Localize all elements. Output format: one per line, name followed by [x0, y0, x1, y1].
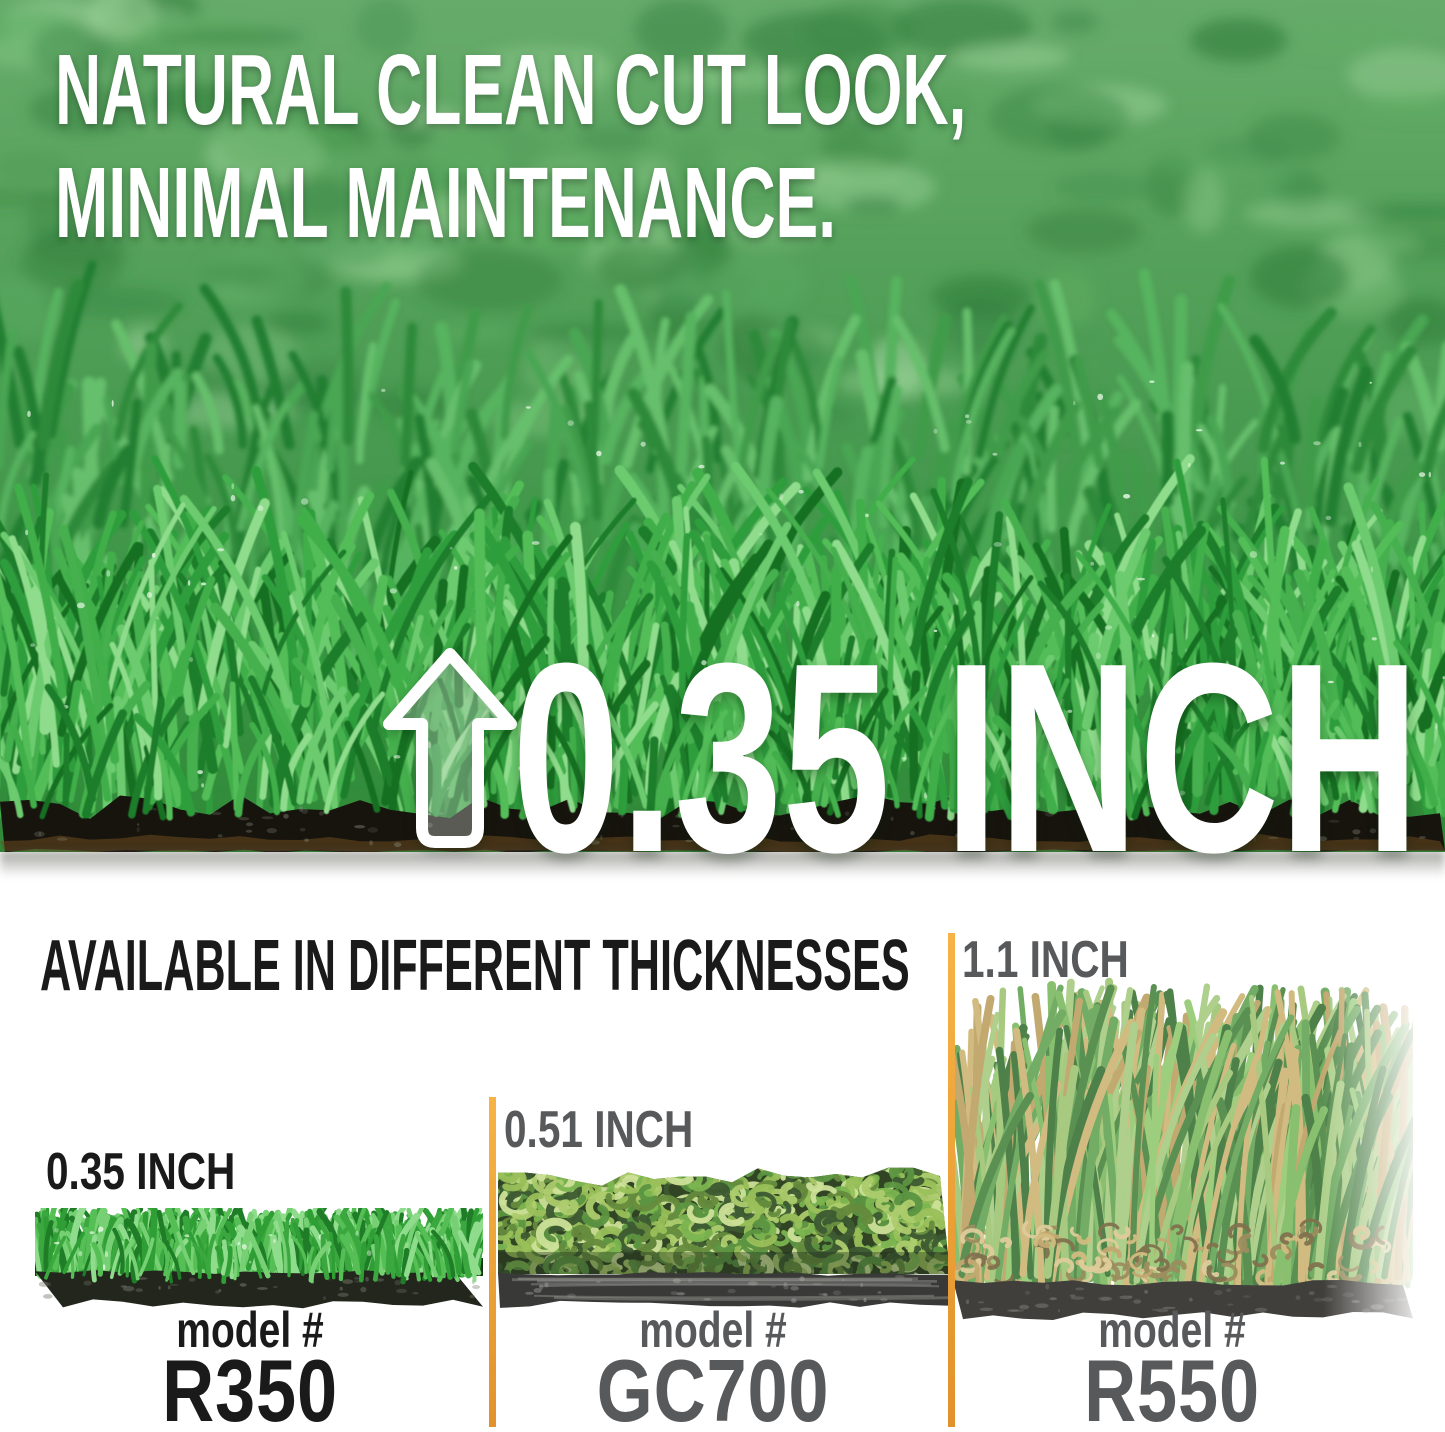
headline: NATURAL CLEAN CUT LOOK, MINIMAL MAINTENA… — [55, 34, 1445, 260]
thickness-label-r350: 0.35 INCH — [46, 1143, 236, 1201]
turf-swatch-gc700 — [498, 1152, 950, 1314]
divider-line-2 — [948, 933, 955, 1427]
model-prefix-gc700: model # — [639, 1302, 787, 1358]
model-number-gc700: GC700 — [596, 1341, 830, 1432]
headline-line1: NATURAL CLEAN CUT LOOK, — [55, 34, 967, 146]
model-block-r350: model # R350 — [80, 1302, 420, 1432]
model-number-r350: R350 — [162, 1341, 338, 1432]
model-number-r550: R550 — [1084, 1341, 1260, 1432]
turf-swatch-r350 — [35, 1208, 483, 1309]
divider-line-1 — [489, 1097, 496, 1427]
model-prefix-r550: model # — [1098, 1302, 1246, 1358]
turf-edge-shadow — [0, 851, 1445, 877]
thickness-label-gc700: 0.51 INCH — [504, 1101, 694, 1159]
model-block-gc700: model # GC700 — [543, 1302, 883, 1432]
up-arrow-icon — [383, 648, 517, 848]
thickness-label-r550: 1.1 INCH — [962, 931, 1129, 989]
hero-thickness-callout: 0.35 INCH — [512, 608, 1420, 909]
turf-swatch-r550 — [953, 928, 1413, 1320]
model-prefix-r350: model # — [176, 1302, 324, 1358]
model-block-r550: model # R550 — [1002, 1302, 1342, 1432]
headline-line2: MINIMAL MAINTENANCE. — [55, 147, 836, 259]
comparison-heading: AVAILABLE IN DIFFERENT THICKNESSES — [40, 926, 910, 1006]
grass-photo-texture — [0, 0, 1445, 852]
